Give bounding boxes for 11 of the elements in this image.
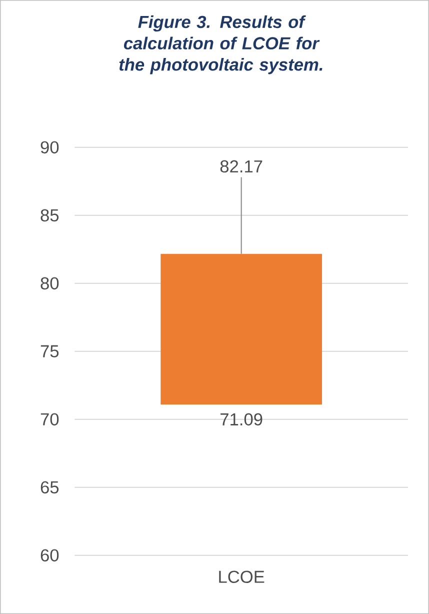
x-tick-label: LCOE <box>219 570 264 583</box>
y-tick-label: 75 <box>40 345 59 358</box>
y-tick-label: 85 <box>40 209 59 222</box>
y-tick-label: 80 <box>40 277 59 290</box>
y-tick-label: 90 <box>40 141 59 154</box>
y-tick-label: 60 <box>40 549 59 562</box>
y-tick-label: 65 <box>40 481 59 494</box>
y-tick-label: 70 <box>40 413 59 426</box>
annotation: 71.09 <box>220 413 262 426</box>
chart-title: Figure 3. Results of calculation of LCOE for the photovoltaic system. <box>119 15 322 74</box>
annotation: 82.17 <box>220 160 262 173</box>
